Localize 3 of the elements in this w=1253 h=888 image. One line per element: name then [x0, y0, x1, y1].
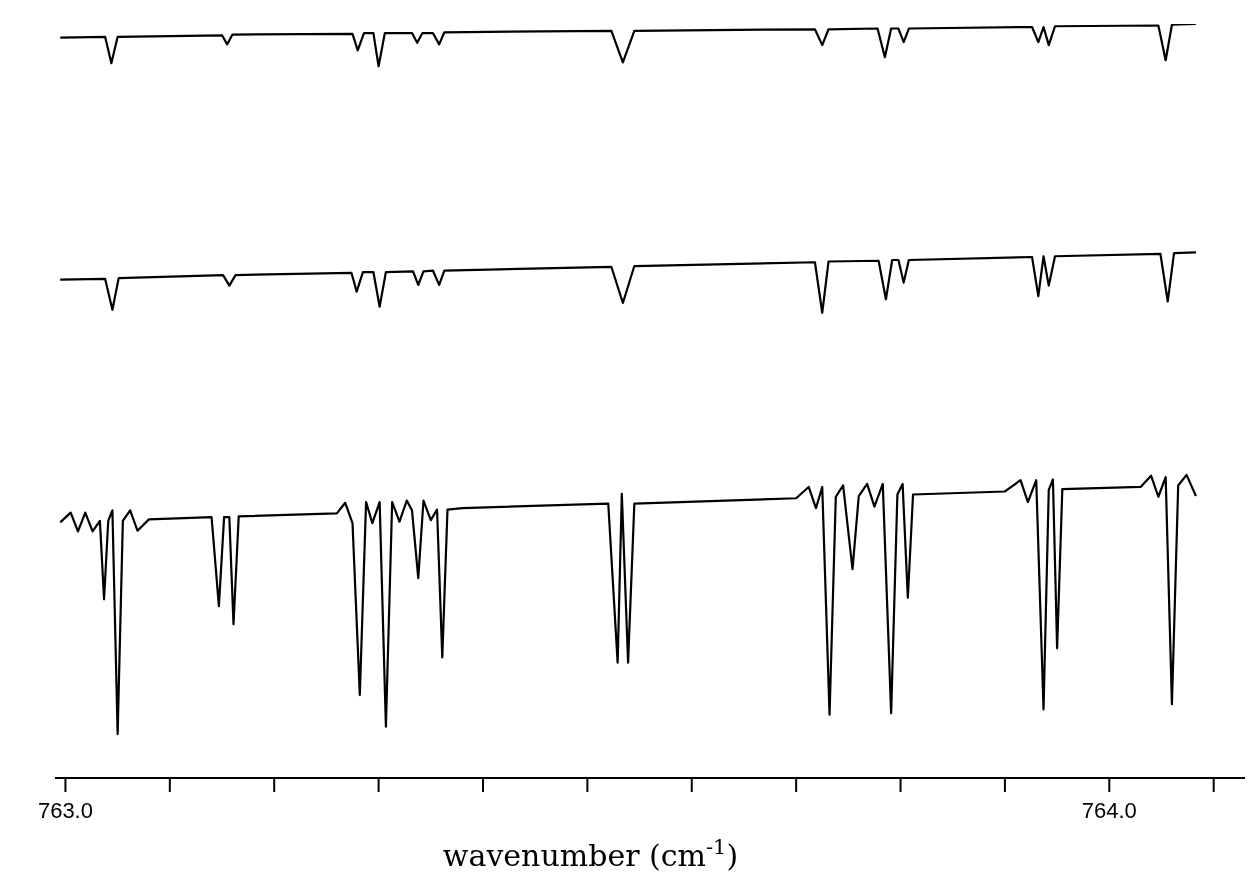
x-tick-label: 763.0 [37, 797, 93, 823]
x-tick-label: 764.0 [1081, 797, 1137, 823]
x-axis-title: wavenumber (cm$^{-1}$) [442, 835, 739, 873]
